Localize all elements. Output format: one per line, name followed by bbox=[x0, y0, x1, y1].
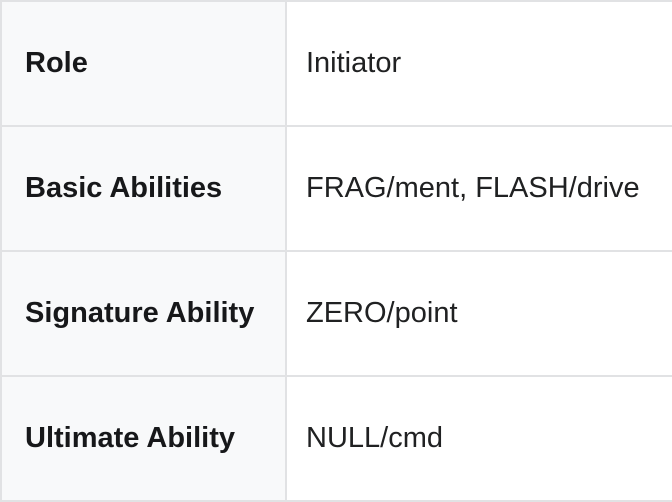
table-row: Basic Abilities FRAG/ment, FLASH/drive bbox=[0, 125, 672, 252]
row-value-basic-abilities: FRAG/ment, FLASH/drive bbox=[285, 125, 672, 252]
row-value-ultimate-ability: NULL/cmd bbox=[285, 375, 672, 502]
row-value-role: Initiator bbox=[285, 0, 672, 127]
row-label-signature-ability: Signature Ability bbox=[0, 250, 287, 377]
row-label-role: Role bbox=[0, 0, 287, 127]
row-label-ultimate-ability: Ultimate Ability bbox=[0, 375, 287, 502]
row-label-basic-abilities: Basic Abilities bbox=[0, 125, 287, 252]
table-row: Role Initiator bbox=[0, 0, 672, 127]
table-row: Signature Ability ZERO/point bbox=[0, 250, 672, 377]
row-value-signature-ability: ZERO/point bbox=[285, 250, 672, 377]
table-row: Ultimate Ability NULL/cmd bbox=[0, 375, 672, 502]
